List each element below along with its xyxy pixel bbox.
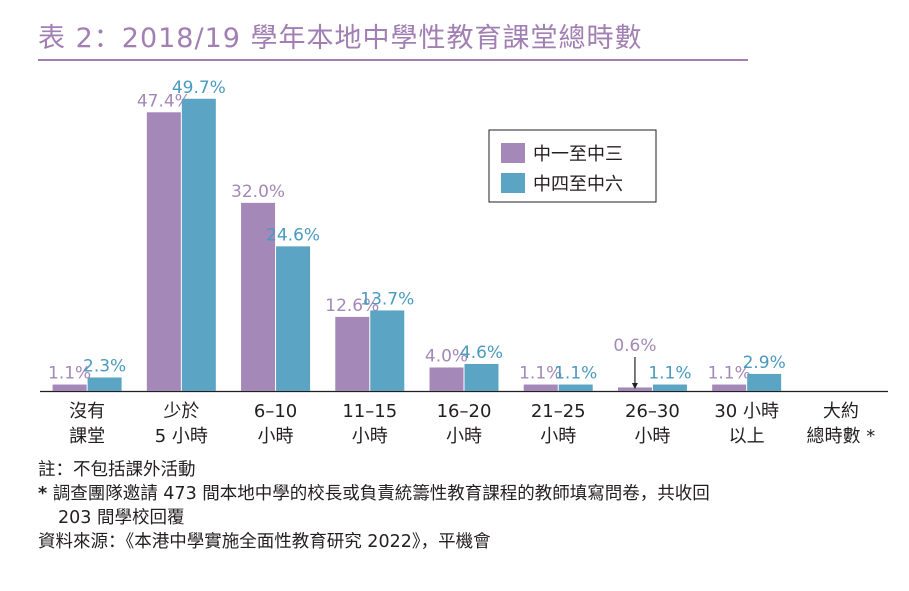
data-label: 49.7% <box>172 78 226 98</box>
bar <box>617 387 652 391</box>
x-tick-label: 課堂 <box>69 426 105 447</box>
bar <box>370 310 405 391</box>
x-tick-label: 16–20 <box>437 401 492 422</box>
x-tick-label: 21–25 <box>531 401 586 422</box>
x-tick-label: 小時 <box>540 426 576 447</box>
x-tick-label: 大約 <box>823 401 859 422</box>
x-tick-label: 小時 <box>446 426 482 447</box>
data-label: 1.1% <box>708 364 751 384</box>
legend-swatch <box>501 173 525 193</box>
data-label: 32.0% <box>231 182 285 202</box>
x-tick-label: 總時數 * <box>807 426 876 447</box>
bar <box>464 363 499 391</box>
x-tick-label: 沒有 <box>69 401 105 422</box>
x-tick-label: 小時 <box>258 426 294 447</box>
x-tick-label: 11–15 <box>342 401 397 422</box>
bar <box>335 316 370 391</box>
data-label: 12.6% <box>325 296 379 316</box>
callout-arrow <box>631 383 638 389</box>
bar <box>87 377 122 391</box>
bar <box>429 367 464 391</box>
data-label: 4.0% <box>425 346 468 366</box>
legend-swatch <box>501 143 525 163</box>
x-tick-label: 5 小時 <box>155 426 208 447</box>
bar <box>747 373 782 391</box>
bar <box>652 384 687 391</box>
x-tick-label: 以上 <box>729 426 765 447</box>
note-line: 註：不包括課外活動 <box>38 460 196 480</box>
x-tick-label: 小時 <box>634 426 670 447</box>
data-label: 1.1% <box>554 364 597 384</box>
chart-title: 表 2：2018/19 學年本地中學性教育課堂總時數 <box>38 23 643 54</box>
bar <box>523 384 558 391</box>
bar <box>276 246 311 391</box>
x-tick-label: 小時 <box>352 426 388 447</box>
legend-label: 中四至中六 <box>533 174 623 195</box>
bar <box>52 384 87 391</box>
asterisk-mark: * <box>38 484 48 504</box>
survey-note-line1: * 調查團隊邀請 473 間本地中學的校長或負責統籌性教育課程的教師填寫問卷，共… <box>38 482 898 506</box>
data-label: 2.9% <box>743 353 786 373</box>
title-underline <box>38 59 748 61</box>
legend-label: 中一至中三 <box>533 144 623 165</box>
data-label: 24.6% <box>266 225 320 245</box>
bar <box>712 384 747 391</box>
x-tick-label: 30 小時 <box>714 401 779 422</box>
data-label: 0.6% <box>613 336 656 356</box>
data-label: 4.6% <box>460 343 503 363</box>
survey-note-line2: 203 間學校回覆 <box>58 508 185 528</box>
bar <box>241 202 276 391</box>
x-tick-label: 6–10 <box>254 401 297 422</box>
survey-note-text: 調查團隊邀請 473 間本地中學的校長或負責統籌性教育課程的教師填寫問卷，共收回 <box>52 484 710 504</box>
data-label: 47.4% <box>137 91 191 111</box>
data-label: 1.1% <box>519 364 562 384</box>
x-tick-label: 少於 <box>163 401 199 422</box>
data-label: 1.1% <box>648 364 691 384</box>
bar <box>181 98 216 391</box>
footnotes: 註：不包括課外活動 * 調查團隊邀請 473 間本地中學的校長或負責統籌性教育課… <box>38 458 898 554</box>
bar <box>558 384 593 391</box>
x-tick-label: 26–30 <box>625 401 680 422</box>
data-label: 13.7% <box>360 289 414 309</box>
data-label: 2.3% <box>83 356 126 376</box>
source-line: 資料來源：《本港中學實施全面性教育研究 2022》，平機會 <box>38 532 491 552</box>
data-label: 1.1% <box>48 364 91 384</box>
bar <box>146 112 181 392</box>
